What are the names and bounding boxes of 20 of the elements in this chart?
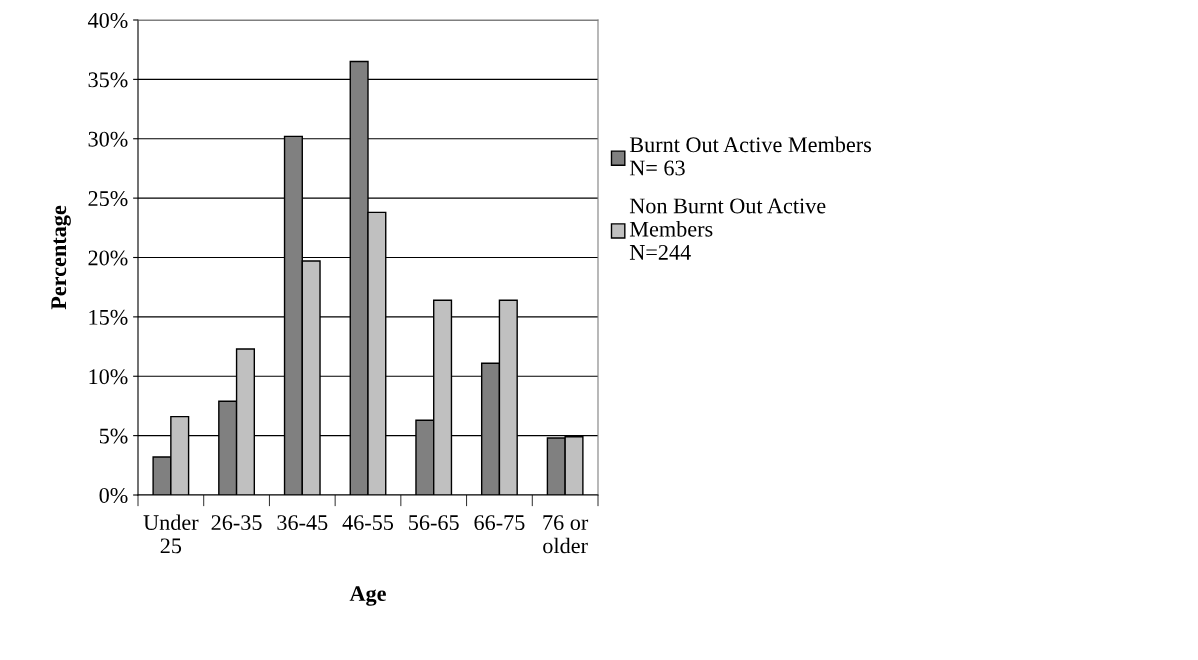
legend-label: Burnt Out Active Members N= 63: [629, 136, 872, 176]
x-tick-label: 26-35: [211, 515, 262, 531]
y-tick-label: 35%: [88, 72, 128, 88]
x-tick-label: 36-45: [277, 515, 328, 531]
y-tick-label: 30%: [88, 131, 128, 147]
x-tick-label: Under 25: [143, 514, 199, 554]
x-tick-label: 46-55: [342, 515, 394, 531]
y-tick-label: 15%: [89, 309, 128, 325]
legend-label: Non Burnt Out Active Members N=244: [629, 198, 826, 260]
y-tick-label: 20%: [88, 250, 128, 266]
y-tick-label: 0%: [99, 487, 128, 503]
y-tick-label: 10%: [89, 369, 128, 385]
y-tick-label: 25%: [88, 191, 128, 207]
x-tick-label: 56-65: [409, 515, 459, 531]
x-axis-title: Age: [349, 586, 386, 606]
x-tick-label: 66-75: [474, 515, 525, 531]
y-axis-title: Percentage: [51, 205, 71, 310]
x-tick-label: 76 or older: [543, 515, 589, 554]
y-tick-label: 40%: [87, 12, 128, 28]
y-tick-label: 5%: [99, 428, 128, 444]
